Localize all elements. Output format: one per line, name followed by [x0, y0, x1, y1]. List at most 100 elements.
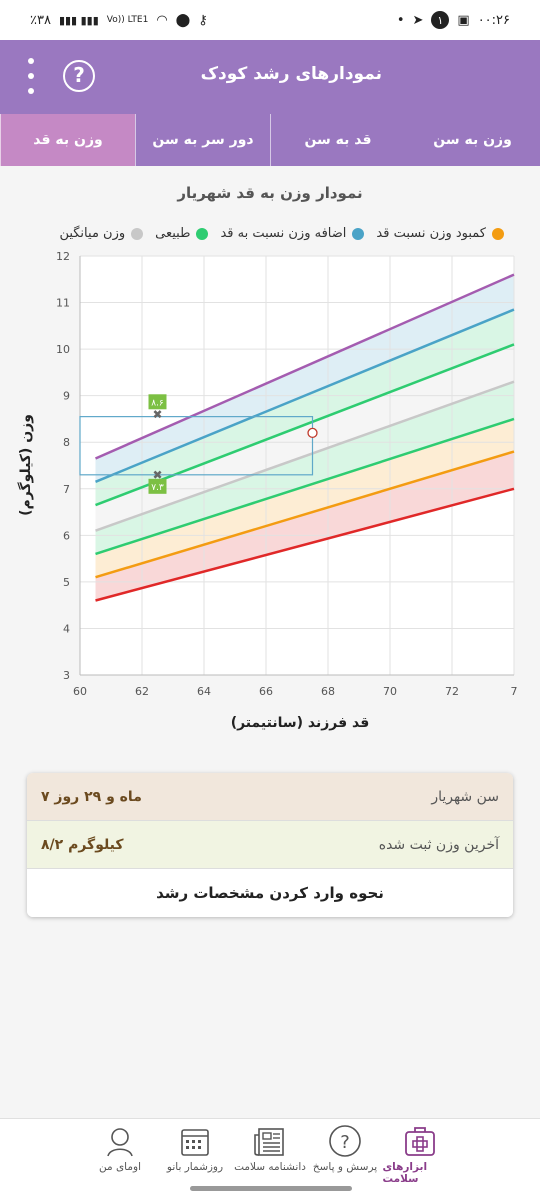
legend-item-normal[interactable]: طبیعی	[155, 226, 209, 241]
status-bar: ٪۳۸ ▮▮▮ ▮▮▮ Vo)) LTE1 ◠ ⬤ ⚷ • ➤ ۱ ▣ ۰۰:۲…	[0, 0, 540, 40]
y-axis-label: وزن (کیلوگرم)	[17, 414, 34, 516]
marker-label: ۸.۶	[151, 398, 164, 408]
chart-ticks: 60 62 64 66 68 70 72 7 3 4 5 6 7 8 9 10 11 12	[56, 250, 518, 698]
highlight-range	[79, 416, 314, 476]
legend-dot	[352, 227, 365, 240]
series-line	[94, 273, 515, 460]
chart-band	[95, 344, 514, 531]
app-bar: ? نمودارهای رشد کودک	[0, 40, 540, 114]
legend-label: وزن میانگین	[59, 226, 126, 241]
telegram-icon: ➤	[412, 12, 424, 28]
legend-label: اضافه وزن نسبت به قد	[220, 226, 347, 241]
gallery-icon: ▣	[457, 12, 470, 28]
network-text: Vo)) LTE1	[106, 15, 149, 25]
howto-button[interactable]: نحوه وارد کردن مشخصات رشد	[27, 869, 513, 917]
chart-band	[95, 418, 514, 578]
legend-label: طبیعی	[155, 226, 191, 241]
y-tick-label: 5	[63, 576, 70, 589]
series-line	[95, 417, 515, 556]
y-tick-label: 7	[63, 483, 70, 496]
chart-band	[95, 381, 514, 554]
nav-item-encyclopedia[interactable]: دانشنامه سلامت	[233, 1119, 308, 1200]
battery-text: ٪۳۸	[30, 12, 51, 28]
status-time: ۰۰:۲۶	[477, 12, 510, 28]
key-icon: ⚷	[198, 12, 208, 28]
y-tick-label: 10	[56, 343, 70, 356]
age-row: ۷ ماه و ۲۹ روز سن شهریار	[27, 773, 513, 821]
series-line	[95, 487, 515, 602]
legend-item-overweight[interactable]: اضافه وزن نسبت به قد	[220, 226, 365, 241]
y-tick-label: 4	[63, 622, 70, 635]
y-tick-label: 12	[56, 250, 70, 263]
x-axis-label: قد فرزند (سانتیمتر)	[231, 715, 370, 731]
svg-text:?: ?	[340, 1132, 350, 1153]
wifi-icon: ◠	[156, 12, 168, 28]
x-tick-label: 72	[445, 685, 459, 698]
nav-item-health-tools[interactable]: ابزارهای سلامت	[383, 1119, 458, 1200]
help-button[interactable]: ?	[63, 60, 95, 92]
notification-dot-icon: •	[396, 12, 405, 28]
newspaper-icon	[254, 1128, 284, 1156]
age-label: سن شهریار	[431, 788, 499, 805]
x-tick-label: 68	[321, 685, 335, 698]
tab-weight-for-age[interactable]: وزن به سن	[433, 132, 512, 148]
chart-band	[95, 309, 514, 506]
tab-weight-for-height[interactable]: وزن به قد	[0, 114, 135, 166]
location-icon: ⬤	[175, 12, 191, 28]
legend-item-underweight[interactable]: کمبود وزن نسبت قد	[376, 226, 504, 241]
nav-label: دانشنامه سلامت	[234, 1161, 306, 1173]
weight-label: آخرین وزن ثبت شده	[378, 836, 499, 853]
calendar-icon	[181, 1129, 209, 1156]
chart-title: نمودار وزن به قد شهریار	[177, 184, 363, 202]
health-kit-icon	[405, 1127, 435, 1156]
series-line	[95, 308, 515, 483]
x-tick-label: 7	[511, 685, 518, 698]
page-title: نمودارهای رشد کودک	[200, 64, 382, 84]
nav-item-qa[interactable]: ? پرسش و پاسخ	[308, 1119, 383, 1200]
tab-head-for-age[interactable]: دور سر به سن	[135, 114, 270, 166]
weight-value: ۸/۲ کیلوگرم	[41, 836, 124, 853]
growth-info-card: ۷ ماه و ۲۹ روز سن شهریار ۸/۲ کیلوگرم آخر…	[27, 773, 513, 917]
nav-item-calendar[interactable]: روزشمار بانو	[158, 1119, 233, 1200]
nav-label: اومای من	[99, 1161, 141, 1173]
series-line	[95, 450, 515, 579]
plot-area	[80, 256, 514, 675]
profile-icon	[107, 1128, 133, 1157]
series-line	[95, 380, 515, 532]
notification-count: ۱	[431, 11, 450, 29]
legend-dot	[196, 227, 209, 240]
legend-item-average[interactable]: وزن میانگین	[59, 226, 144, 241]
series-line	[95, 343, 515, 507]
age-value: ۷ ماه و ۲۹ روز	[41, 788, 142, 805]
legend-dot	[492, 227, 504, 240]
y-tick-label: 11	[56, 297, 70, 310]
question-icon: ?	[329, 1125, 361, 1157]
chart-lines	[94, 273, 515, 602]
chart-bands	[80, 256, 514, 675]
overflow-menu-icon[interactable]	[24, 58, 38, 94]
marker-cross: ✖	[152, 468, 162, 482]
y-tick-label: 8	[63, 436, 70, 449]
weight-row: ۸/۲ کیلوگرم آخرین وزن ثبت شده	[27, 821, 513, 869]
nav-label: روزشمار بانو	[166, 1161, 224, 1173]
y-tick-label: 9	[63, 390, 70, 403]
status-left: ٪۳۸ ▮▮▮ ▮▮▮ Vo)) LTE1 ◠ ⬤ ⚷	[30, 13, 208, 28]
x-tick-label: 66	[259, 685, 273, 698]
tab-bar: وزن به سن قد به سن دور سر به سن وزن به ق…	[0, 114, 540, 166]
y-tick-label: 3	[63, 669, 70, 682]
x-tick-label: 70	[383, 685, 397, 698]
legend-label: کمبود وزن نسبت قد	[376, 226, 486, 241]
chart-overlays: ۸.۶✖۷.۳✖	[79, 394, 318, 494]
marker-label: ۷.۳	[151, 483, 164, 493]
marker-cross: ✖	[152, 407, 162, 421]
home-indicator	[190, 1186, 352, 1191]
nav-label: ابزارهای سلامت	[382, 1161, 428, 1185]
nav-item-profile[interactable]: اومای من	[83, 1119, 158, 1200]
x-tick-label: 62	[135, 685, 149, 698]
status-right: • ➤ ۱ ▣ ۰۰:۲۶	[397, 11, 510, 29]
y-tick-label: 6	[63, 529, 70, 542]
marker-badge	[148, 394, 167, 410]
tab-height-for-age[interactable]: قد به سن	[270, 114, 405, 166]
x-tick-label: 64	[197, 685, 211, 698]
